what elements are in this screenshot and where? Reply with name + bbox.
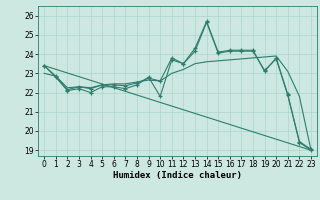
X-axis label: Humidex (Indice chaleur): Humidex (Indice chaleur) [113, 171, 242, 180]
